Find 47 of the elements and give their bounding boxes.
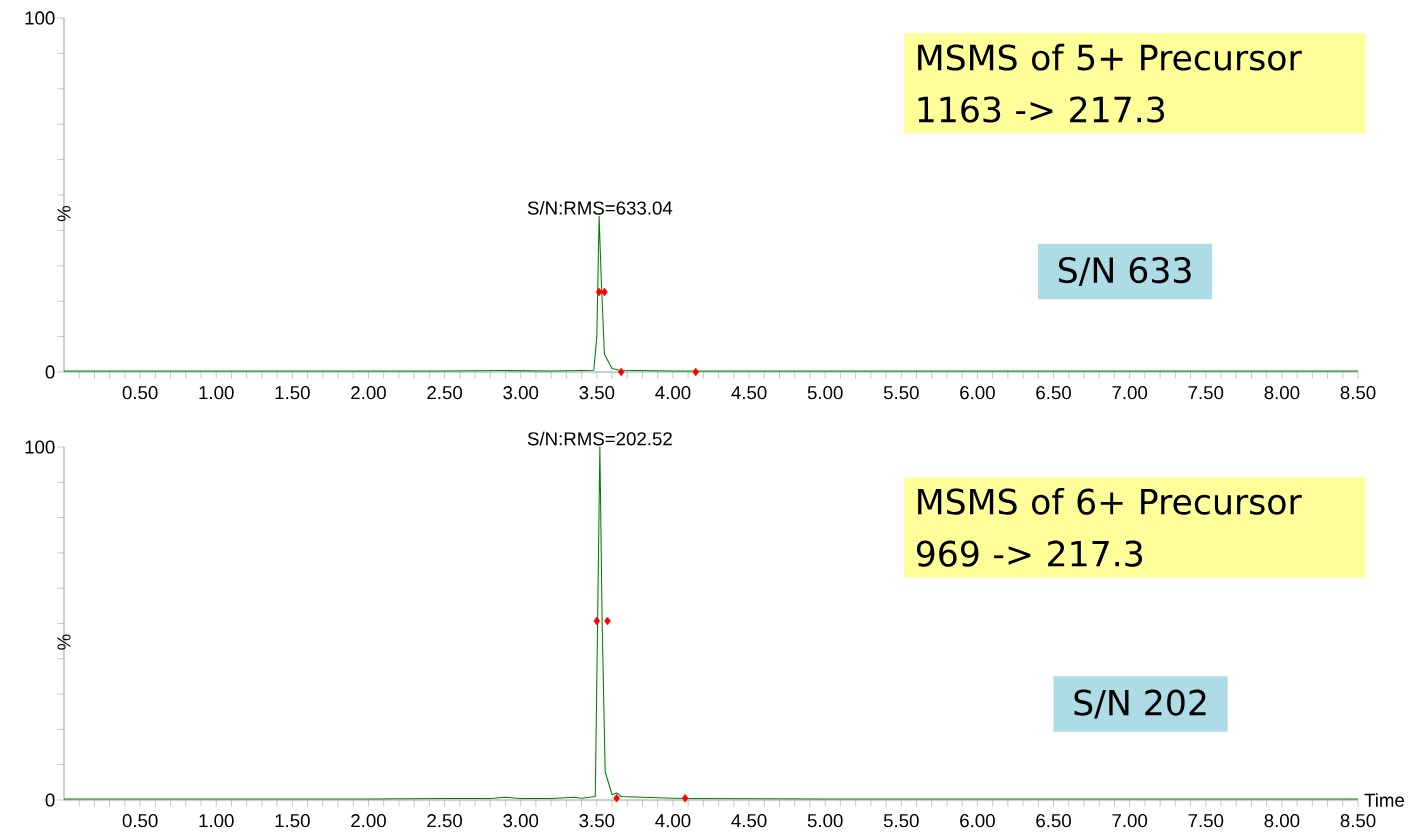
x-tick-label: 1.50 <box>275 814 310 828</box>
x-tick-label: 3.00 <box>503 386 539 400</box>
annotation: S/N 633 <box>1058 256 1191 286</box>
x-tick-label: 8.00 <box>1264 814 1300 828</box>
annotation: S/N 202 <box>1074 689 1206 719</box>
annotation: MSMS of 6+ Precursor 969 -> 217.3 <box>916 487 1302 567</box>
x-tick-label: 7.50 <box>1188 386 1224 400</box>
x-tick-label: 3.50 <box>579 386 615 400</box>
x-tick-label: 5.50 <box>883 814 919 828</box>
x-tick-label: 6.50 <box>1036 814 1071 828</box>
x-tick-label: 7.00 <box>1112 386 1148 400</box>
x-tick-label: 4.00 <box>655 814 691 828</box>
x-tick-label: 2.50 <box>427 814 463 828</box>
x-tick-label: 4.50 <box>731 814 767 828</box>
x-tick-label: 2.00 <box>351 386 386 400</box>
x-tick-label: 1.00 <box>199 386 234 400</box>
x-tick-label: 6.00 <box>960 814 995 828</box>
x-tick-label: 5.00 <box>807 814 843 828</box>
x-tick-label: 4.50 <box>731 386 767 400</box>
y-axis-title: % <box>57 634 71 650</box>
x-tick-label: 7.00 <box>1112 814 1148 828</box>
x-tick-label: 3.50 <box>579 814 615 828</box>
x-tick-label: 8.00 <box>1264 386 1300 400</box>
y-axis-title: % <box>57 206 71 222</box>
annotation: S/N:RMS=202.52 <box>527 431 672 446</box>
annotation: MSMS of 5+ Precursor 1163 -> 217.3 <box>918 43 1302 123</box>
x-tick-label: 0.50 <box>122 386 158 400</box>
x-tick-label: 5.50 <box>883 386 919 400</box>
x-tick-label: 2.50 <box>427 386 463 400</box>
x-tick-label: 5.00 <box>807 386 843 400</box>
y-tick-label: 0 <box>45 365 55 379</box>
x-tick-label: 4.00 <box>655 386 691 400</box>
x-tick-label: 3.00 <box>503 814 539 828</box>
x-tick-label: 1.00 <box>199 814 234 828</box>
annotation: S/N:RMS=633.04 <box>527 200 673 215</box>
y-tick-label: 100 <box>25 11 55 25</box>
x-tick-label: 6.50 <box>1036 386 1071 400</box>
x-tick-label: 6.00 <box>960 386 995 400</box>
x-tick-label: 0.50 <box>122 814 158 828</box>
x-axis-title: Time <box>1364 793 1405 807</box>
x-tick-label: 7.50 <box>1188 814 1224 828</box>
x-tick-label: 8.50 <box>1340 814 1376 828</box>
y-tick-label: 100 <box>25 440 55 454</box>
x-tick-label: 8.50 <box>1340 386 1376 400</box>
x-tick-label: 1.50 <box>275 386 310 400</box>
y-tick-label: 0 <box>45 793 55 807</box>
x-tick-label: 2.00 <box>351 814 386 828</box>
